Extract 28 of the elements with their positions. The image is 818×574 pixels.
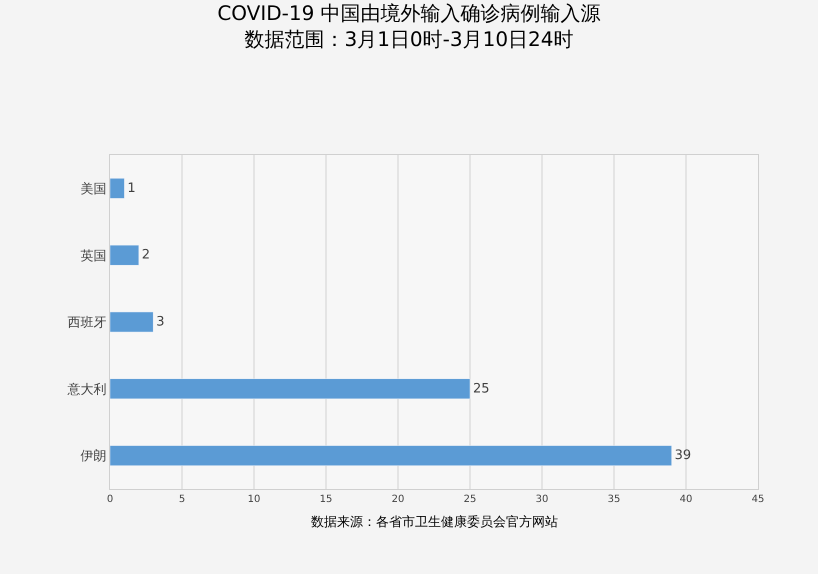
data-label: 3 <box>156 314 164 330</box>
x-tick-label: 40 <box>680 494 692 505</box>
x-tick-label: 35 <box>608 494 620 505</box>
y-tick-label: 西班牙 <box>67 316 106 331</box>
source-note: 数据来源：各省市卫生健康委员会官方网站 <box>311 514 558 530</box>
x-tick-label: 10 <box>248 494 260 505</box>
y-tick-label: 美国 <box>80 180 106 197</box>
x-tick-label: 25 <box>464 494 476 505</box>
x-tick-label: 0 <box>106 494 114 505</box>
data-label: 1 <box>127 180 136 196</box>
x-tick-label: 20 <box>392 494 404 505</box>
chart-title: COVID-19 中国由境外输入确诊病例输入源 <box>217 1 601 26</box>
x-tick-label: 30 <box>536 494 548 505</box>
data-label: 39 <box>674 448 692 464</box>
data-label: 25 <box>473 381 490 396</box>
x-tick-label: 15 <box>320 494 332 505</box>
data-label: 2 <box>142 248 150 263</box>
bar <box>110 445 672 466</box>
x-tick-label: 5 <box>178 494 186 505</box>
chart-subtitle: 数据范围：3月1日0时-3月10日24时 <box>244 27 574 52</box>
bar <box>110 378 470 400</box>
y-tick-label: 英国 <box>80 248 106 264</box>
y-tick-label: 伊朗 <box>80 448 106 464</box>
x-tick-label: 45 <box>752 494 764 505</box>
bar <box>110 178 125 199</box>
y-tick-label: 意大利 <box>66 382 106 398</box>
bar <box>110 312 154 332</box>
bar <box>110 244 140 266</box>
